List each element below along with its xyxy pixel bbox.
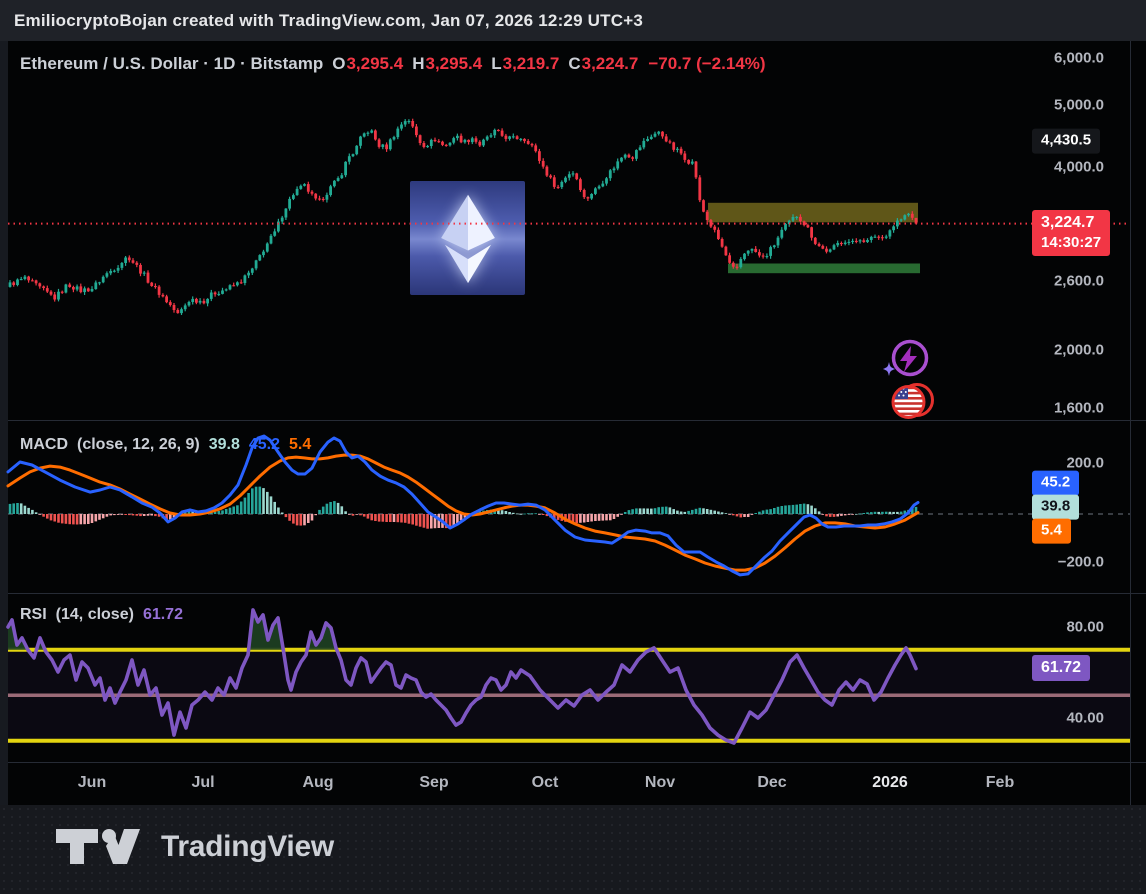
- macd-params: (close, 12, 26, 9): [77, 436, 200, 453]
- macd-legend: MACD (close, 12, 26, 9) 39.8 45.2 5.4: [20, 436, 311, 454]
- tradingview-brand-text: TradingView: [161, 830, 334, 863]
- time-axis-label: Feb: [985, 774, 1015, 791]
- candles-layer: [8, 118, 918, 315]
- time-axis-label: Nov: [644, 774, 676, 791]
- ohlc-item: L3,219.7: [491, 54, 560, 73]
- symbol-legend: Ethereum / U.S. Dollar · 1D · Bitstamp O…: [20, 54, 766, 74]
- price-axis-label: 5,000.0: [1053, 96, 1104, 114]
- rsi-legend: RSI (14, close) 61.72: [20, 606, 183, 624]
- symbol-title: Ethereum / U.S. Dollar · 1D · Bitstamp: [20, 54, 324, 73]
- time-axis-label: Oct: [531, 774, 559, 791]
- time-axis-label: Sep: [419, 774, 449, 791]
- price-axis-label: 2,600.0: [1053, 272, 1104, 290]
- last-price-badge: 3,224.7 14:30:27: [1032, 210, 1111, 256]
- zones-layer: [708, 202, 920, 274]
- tradingview-brand[interactable]: TradingView: [54, 826, 334, 868]
- price-axis-label: 2,000.0: [1053, 341, 1104, 359]
- lightning-icon[interactable]: [880, 338, 932, 386]
- marked-level-badge: 4,430.5: [1032, 128, 1101, 154]
- ethereum-logo: [410, 181, 525, 295]
- footer-bar: [0, 805, 1146, 894]
- tradingview-logo-icon: [56, 829, 140, 864]
- macd-fast-badge: 45.2: [1032, 470, 1080, 496]
- ohlc-item: O3,295.4: [332, 54, 404, 73]
- us-flag-icon[interactable]: [888, 379, 938, 425]
- ohlc-change: −70.7 (−2.14%): [648, 54, 766, 73]
- macd-title: MACD: [20, 436, 68, 453]
- macd-hist-badge: 39.8: [1032, 494, 1080, 520]
- ohlc-item: H3,295.4: [412, 54, 483, 73]
- ohlc-values: O3,295.4 H3,295.4 L3,219.7 C3,224.7 −70.7 (−…: [332, 54, 765, 74]
- time-axis-label: Jun: [77, 774, 107, 791]
- macd-line: [6, 434, 920, 577]
- rsi-title: RSI: [20, 606, 47, 623]
- macd-signal-badge: 5.4: [1032, 518, 1071, 544]
- attribution-text: EmiliocryptoBojan created with TradingVi…: [14, 10, 643, 30]
- price-axis-label: 4,000.0: [1053, 158, 1104, 176]
- rsi-axis-label: 40.00: [1066, 709, 1104, 727]
- macd-legend-value: 39.8: [208, 436, 240, 453]
- rsi-axis-label: 80.00: [1066, 618, 1104, 636]
- supply-zone-box: [708, 202, 918, 223]
- macd-values: 39.8 45.2 5.4: [209, 436, 312, 454]
- macd-axis-label: −200.0: [1057, 553, 1104, 571]
- last-price-value: 3,224.7: [1041, 214, 1095, 231]
- time-axis-label: 2026: [872, 774, 908, 791]
- ethereum-diamond-icon: [440, 194, 495, 284]
- demand-zone-box: [728, 263, 920, 274]
- macd-axis-label: 200.0: [1066, 454, 1104, 472]
- rsi-line: [6, 608, 918, 745]
- rsi-value: 61.72: [142, 606, 183, 623]
- rsi-params: (14, close): [55, 606, 134, 623]
- macd-histogram: [8, 486, 918, 529]
- macd-legend-value: 45.2: [248, 436, 281, 453]
- ohlc-item: C3,224.7: [568, 54, 639, 73]
- time-axis-label: Aug: [302, 774, 334, 791]
- time-axis-label: Jul: [191, 774, 215, 791]
- macd-legend-value: 5.4: [289, 436, 312, 453]
- rsi-badge: 61.72: [1032, 655, 1091, 681]
- price-axis-label: 1,600.0: [1053, 399, 1104, 417]
- time-axis-label: Dec: [757, 774, 787, 791]
- price-axis-label: 6,000.0: [1053, 49, 1104, 67]
- countdown-timer: 14:30:27: [1041, 234, 1102, 251]
- chart-background[interactable]: [8, 41, 1146, 805]
- attribution-bar: EmiliocryptoBojan created with TradingVi…: [0, 0, 1146, 41]
